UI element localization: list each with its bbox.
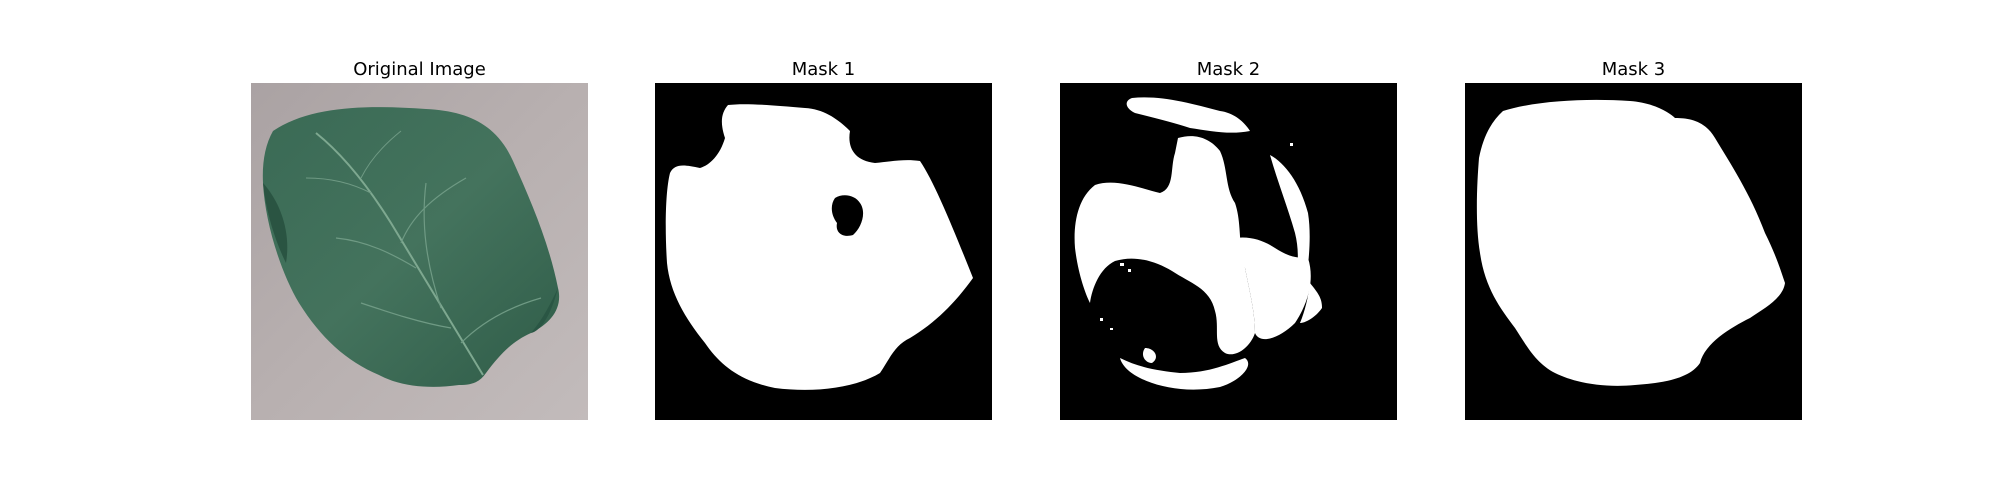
mask-3-image bbox=[1465, 83, 1802, 420]
panel-mask-2: Mask 2 bbox=[1060, 52, 1397, 420]
panel-title: Mask 1 bbox=[791, 59, 856, 80]
panel-original-image: Original Image bbox=[251, 52, 588, 420]
mask-1-image bbox=[655, 83, 992, 420]
panel-mask-3: Mask 3 bbox=[1465, 52, 1802, 420]
leaf-photo bbox=[251, 83, 588, 420]
panel-title: Mask 2 bbox=[1196, 59, 1261, 80]
panel-title: Mask 3 bbox=[1601, 59, 1666, 80]
panel-title: Original Image bbox=[353, 59, 486, 80]
panel-mask-1: Mask 1 bbox=[655, 52, 992, 420]
mask-2-image bbox=[1060, 83, 1397, 420]
